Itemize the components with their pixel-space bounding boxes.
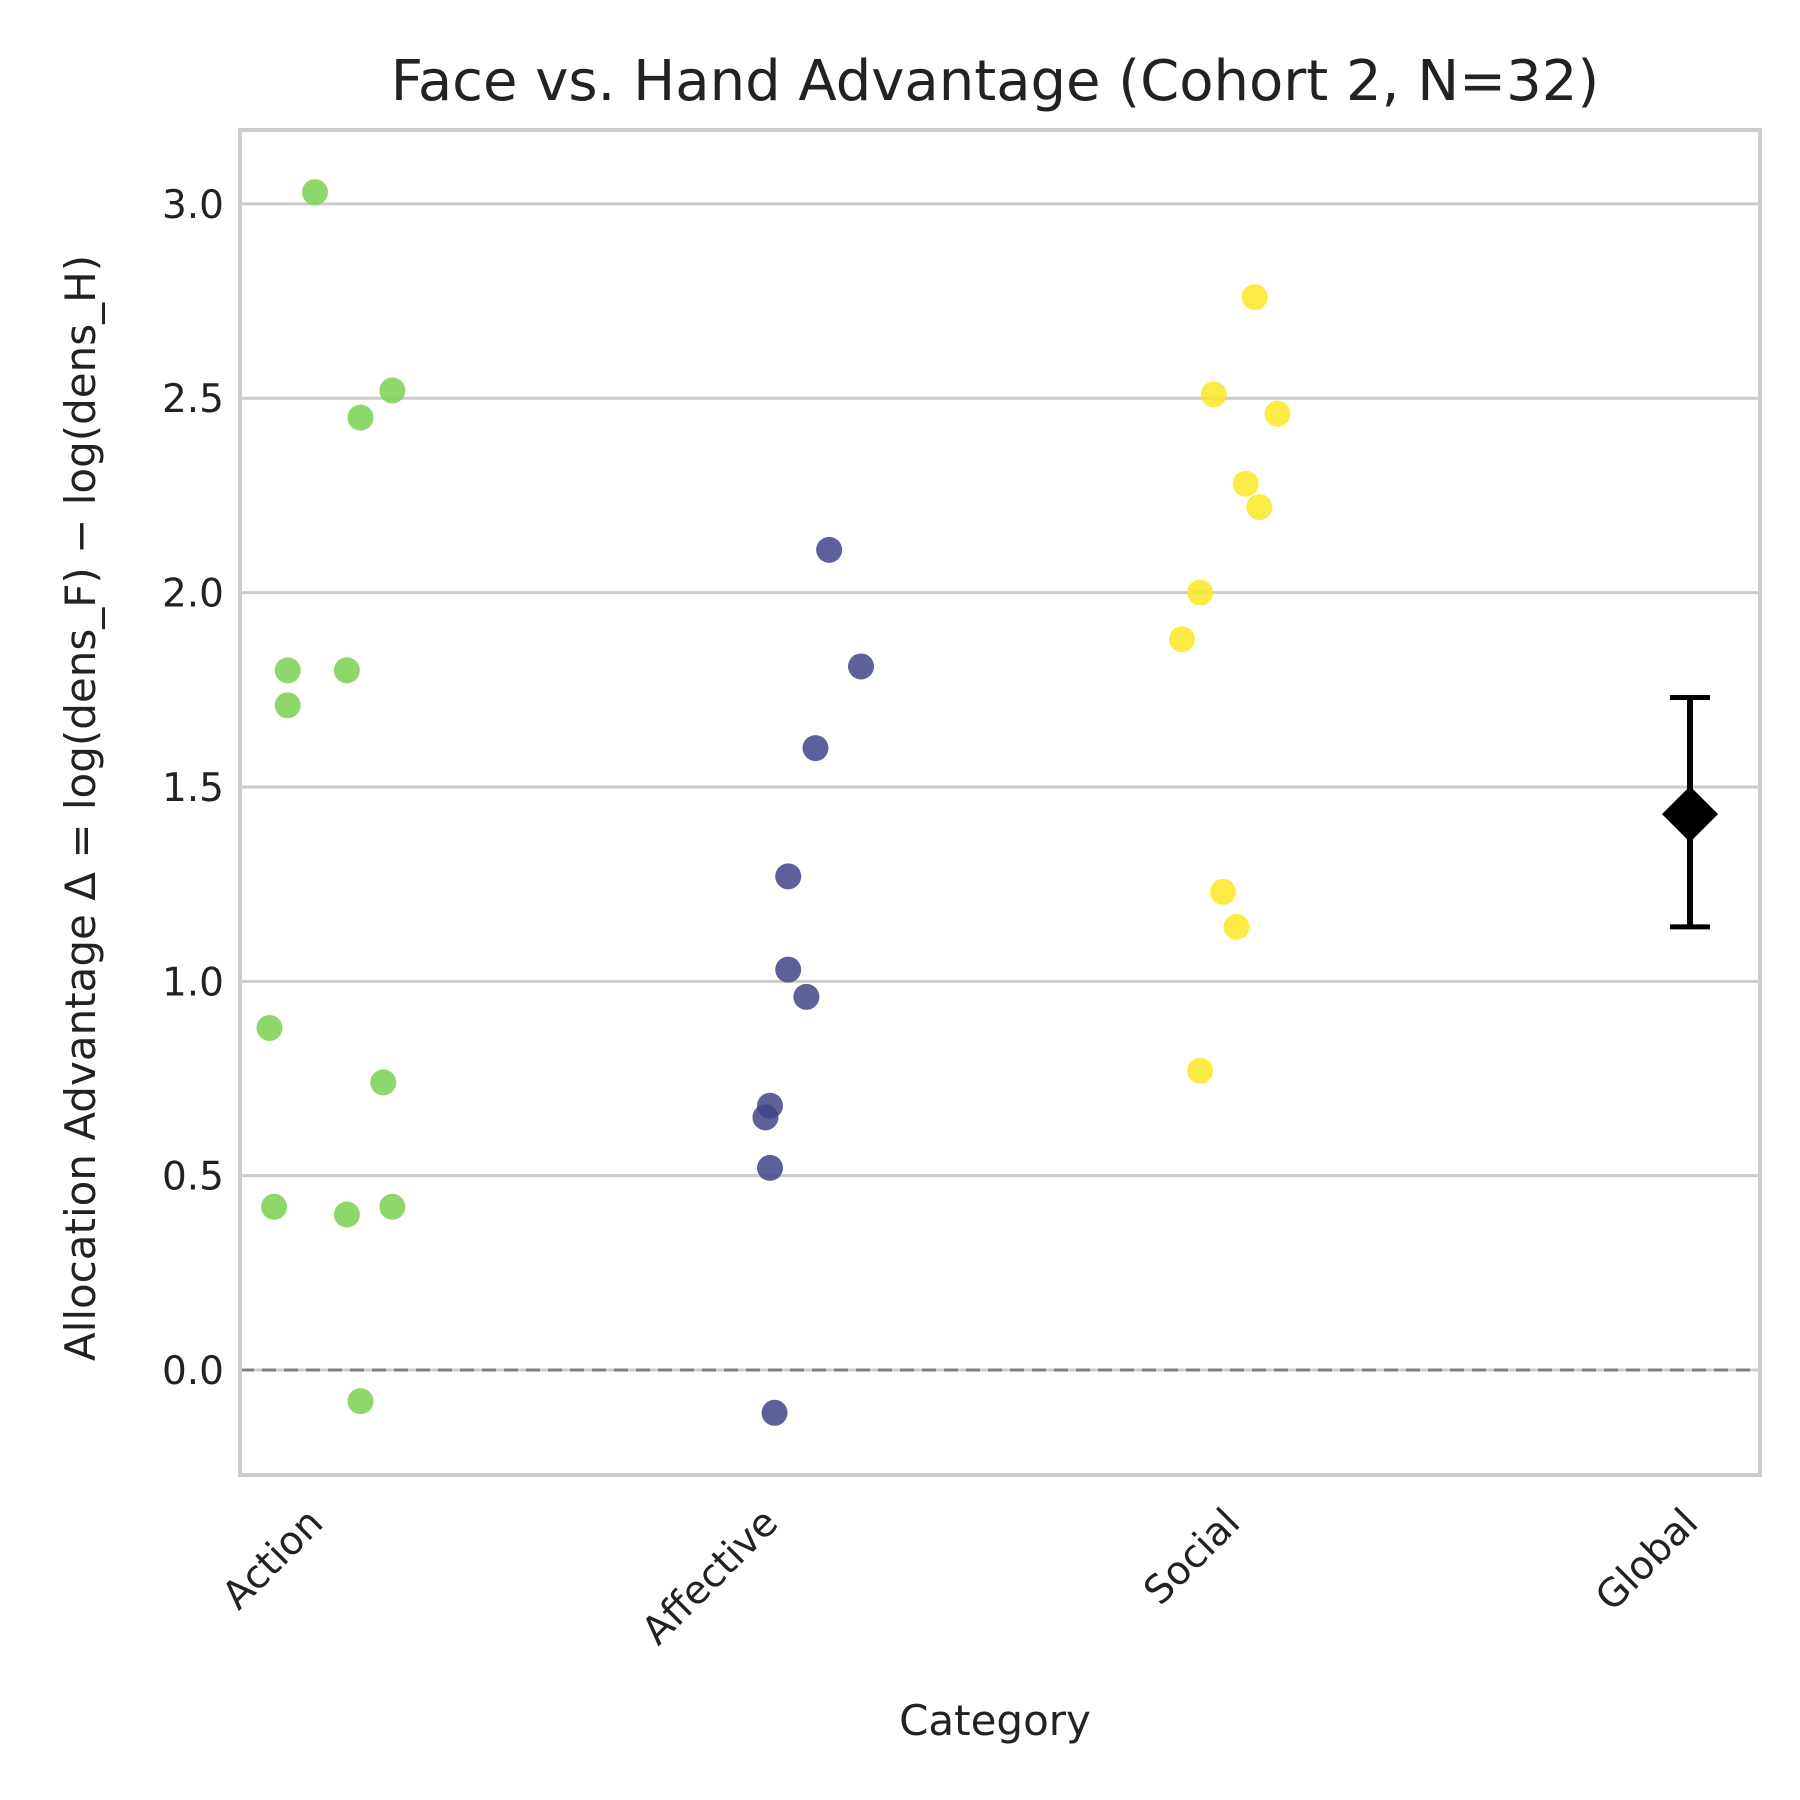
chart-title: Face vs. Hand Advantage (Cohort 2, N=32)	[391, 49, 1599, 114]
series-social	[1168, 284, 1291, 1084]
data-point-social	[1223, 913, 1250, 940]
data-point-action	[370, 1069, 397, 1096]
data-point-action	[274, 692, 301, 719]
data-point-affective	[757, 1154, 783, 1181]
x-axis-label: Category	[899, 1696, 1091, 1745]
data-point-affective	[761, 1399, 788, 1426]
data-point-action	[274, 657, 301, 684]
data-point-social	[1168, 626, 1195, 653]
series-affective	[752, 536, 874, 1426]
series-action	[256, 179, 406, 1415]
y-tick-label: 1.5	[162, 766, 224, 811]
data-point-affective	[775, 863, 802, 890]
data-point-social	[1232, 470, 1259, 497]
data-point-action	[347, 404, 374, 431]
y-tick-label: 0.0	[162, 1349, 224, 1394]
data-point-social	[1187, 1057, 1214, 1084]
data-point-social	[1187, 579, 1214, 606]
data-point-action	[379, 377, 406, 404]
data-point-social	[1209, 878, 1236, 905]
data-point-affective	[752, 1104, 779, 1131]
data-point-action	[261, 1193, 288, 1220]
data-point-social	[1264, 400, 1291, 427]
plot-frame	[238, 128, 1762, 1477]
data-point-action	[302, 179, 328, 206]
y-tick-label: 2.0	[162, 572, 224, 617]
global-mean-diamond	[1662, 786, 1718, 843]
data-point-affective	[793, 983, 820, 1010]
data-point-affective	[775, 956, 802, 983]
data-point-social	[1200, 381, 1227, 408]
data-point-action	[333, 1201, 360, 1228]
data-point-social	[1246, 494, 1273, 521]
data-point-social	[1241, 284, 1268, 311]
data-point-action	[379, 1193, 406, 1220]
global-estimate	[1662, 695, 1718, 930]
y-axis-label: Allocation Advantage Δ = log(dens_F) − l…	[56, 255, 105, 1361]
data-point-action	[347, 1388, 374, 1415]
data-point-affective	[816, 536, 843, 563]
y-tick-label: 2.5	[162, 377, 224, 422]
y-tick-labels: 0.0 0.5 1.0 1.5 2.0 2.5 3.0	[162, 183, 224, 1394]
points-layer	[256, 179, 1291, 1426]
data-point-action	[256, 1014, 283, 1041]
y-tick-label: 1.0	[162, 960, 224, 1005]
y-tick-label: 0.5	[162, 1155, 224, 1200]
data-point-action	[333, 657, 360, 684]
data-point-affective	[848, 653, 874, 680]
y-tick-label: 3.0	[162, 183, 224, 228]
data-point-affective	[802, 735, 829, 762]
